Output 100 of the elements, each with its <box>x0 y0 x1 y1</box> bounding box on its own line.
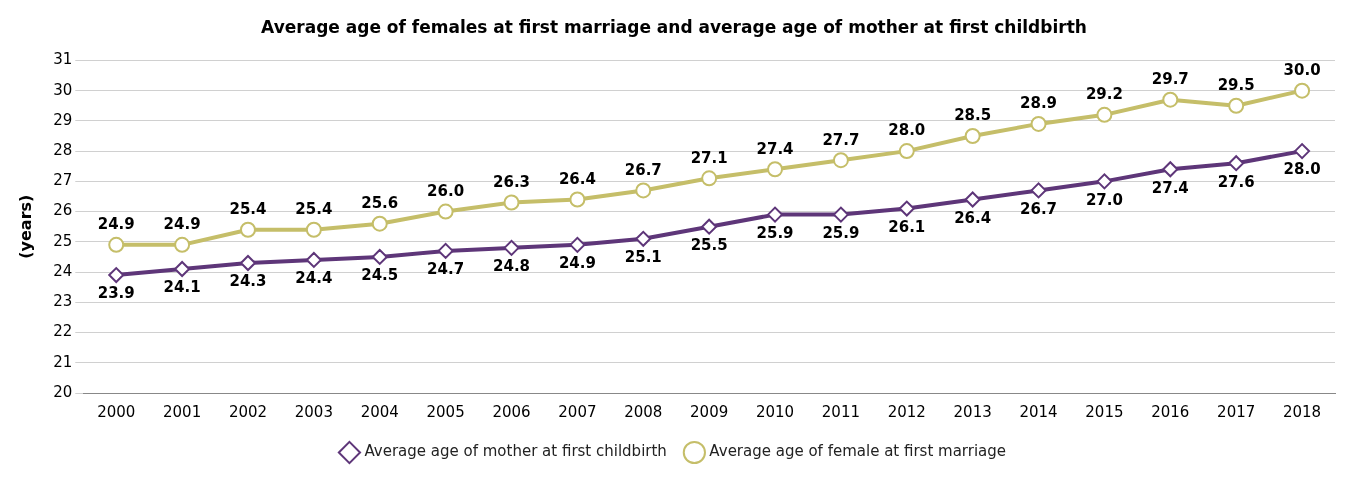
point <box>503 239 520 256</box>
point <box>898 200 915 217</box>
x-tick-label: 2008 <box>624 402 663 421</box>
x-tick-label: 2018 <box>1282 402 1322 421</box>
y-tick-label: 21 <box>53 352 73 371</box>
x-tick-label: 2015 <box>1085 402 1124 421</box>
x-tick-label: 2000 <box>97 402 136 421</box>
data-label: 26.3 <box>493 172 531 191</box>
x-tick-label: 2009 <box>690 402 729 421</box>
data-label: 28.0 <box>1283 160 1321 179</box>
point <box>635 182 652 199</box>
point <box>964 127 981 144</box>
x-tick-label: 2012 <box>887 402 926 421</box>
data-label: 24.9 <box>97 215 135 234</box>
point <box>832 152 849 169</box>
x-tick-label: 2011 <box>821 402 860 421</box>
data-label: 26.0 <box>427 181 465 200</box>
data-label: 23.9 <box>97 284 135 303</box>
point <box>1162 161 1179 178</box>
y-tick-label: 30 <box>53 80 73 99</box>
data-label: 26.1 <box>888 217 926 236</box>
point <box>767 206 784 223</box>
point <box>174 261 191 278</box>
data-label: 25.1 <box>624 248 662 267</box>
data-label: 30.0 <box>1283 61 1321 80</box>
x-tick-label: 2013 <box>953 402 992 421</box>
data-label: 25.4 <box>229 200 267 219</box>
data-label: 29.5 <box>1217 76 1255 95</box>
data-label: 29.7 <box>1151 70 1189 89</box>
x-tick-label: 2016 <box>1151 402 1190 421</box>
x-tick-label: 2014 <box>1019 402 1058 421</box>
point <box>371 215 388 232</box>
x-tick-label: 2004 <box>360 402 399 421</box>
point <box>1294 82 1311 99</box>
point <box>305 221 322 238</box>
y-tick-label: 26 <box>53 201 73 220</box>
x-tick-label: 2007 <box>558 402 597 421</box>
y-tick-label: 25 <box>53 231 73 250</box>
point <box>1294 143 1311 160</box>
point <box>569 191 586 208</box>
point <box>1030 182 1047 199</box>
point <box>898 143 915 160</box>
data-label: 27.1 <box>690 148 728 167</box>
point <box>371 248 388 265</box>
point <box>701 218 718 235</box>
data-label: 24.3 <box>229 272 267 291</box>
x-tick-label: 2017 <box>1217 402 1256 421</box>
point <box>1162 91 1179 108</box>
data-label: 27.6 <box>1217 172 1255 191</box>
point <box>239 254 256 271</box>
point <box>832 206 849 223</box>
data-label: 24.8 <box>493 257 531 276</box>
data-label: 26.4 <box>558 169 596 188</box>
y-tick-label: 20 <box>53 382 73 401</box>
point <box>1096 173 1113 190</box>
data-label: 25.9 <box>756 224 794 242</box>
data-label: 27.0 <box>1085 190 1123 209</box>
data-label: 24.7 <box>427 260 465 279</box>
point <box>437 203 454 220</box>
point <box>1030 115 1047 132</box>
data-label: 27.7 <box>822 130 860 149</box>
data-label: 26.7 <box>624 160 662 179</box>
x-tick-label: 2010 <box>755 402 795 421</box>
data-label: 24.9 <box>558 254 596 273</box>
point <box>1096 106 1113 123</box>
data-label: 25.9 <box>822 224 860 242</box>
data-label: 24.4 <box>295 269 333 288</box>
data-label: 26.4 <box>954 208 992 227</box>
data-label: 28.0 <box>888 121 926 140</box>
point <box>964 191 981 208</box>
point <box>569 236 586 253</box>
data-label: 28.9 <box>1020 94 1058 113</box>
point <box>701 170 718 187</box>
point <box>635 230 652 247</box>
y-tick-label: 22 <box>53 322 73 341</box>
point <box>108 267 125 284</box>
y-tick-label: 24 <box>53 261 73 280</box>
y-tick-label: 31 <box>53 50 73 69</box>
x-tick-label: 2006 <box>492 402 531 421</box>
data-label: 24.1 <box>163 278 201 297</box>
point <box>1228 155 1245 172</box>
x-tick-label: 2003 <box>294 402 333 421</box>
point <box>437 242 454 259</box>
x-tick-label: 2001 <box>163 402 202 421</box>
data-label: 29.2 <box>1085 85 1123 104</box>
data-label: 25.6 <box>361 194 399 213</box>
y-axis-title: (years) <box>15 194 35 259</box>
data-label: 25.4 <box>295 200 333 219</box>
data-label: 28.5 <box>954 106 992 125</box>
point <box>174 236 191 253</box>
data-label: 27.4 <box>756 139 794 158</box>
data-label: 24.9 <box>163 215 201 234</box>
data-label: 24.5 <box>361 266 399 285</box>
data-label: 25.5 <box>690 236 728 255</box>
point <box>239 221 256 238</box>
point <box>108 236 125 253</box>
legend-label: Average age of female at first marriage <box>709 442 1007 461</box>
y-tick-label: 23 <box>53 292 73 311</box>
y-tick-label: 28 <box>53 141 73 159</box>
point <box>767 161 784 178</box>
